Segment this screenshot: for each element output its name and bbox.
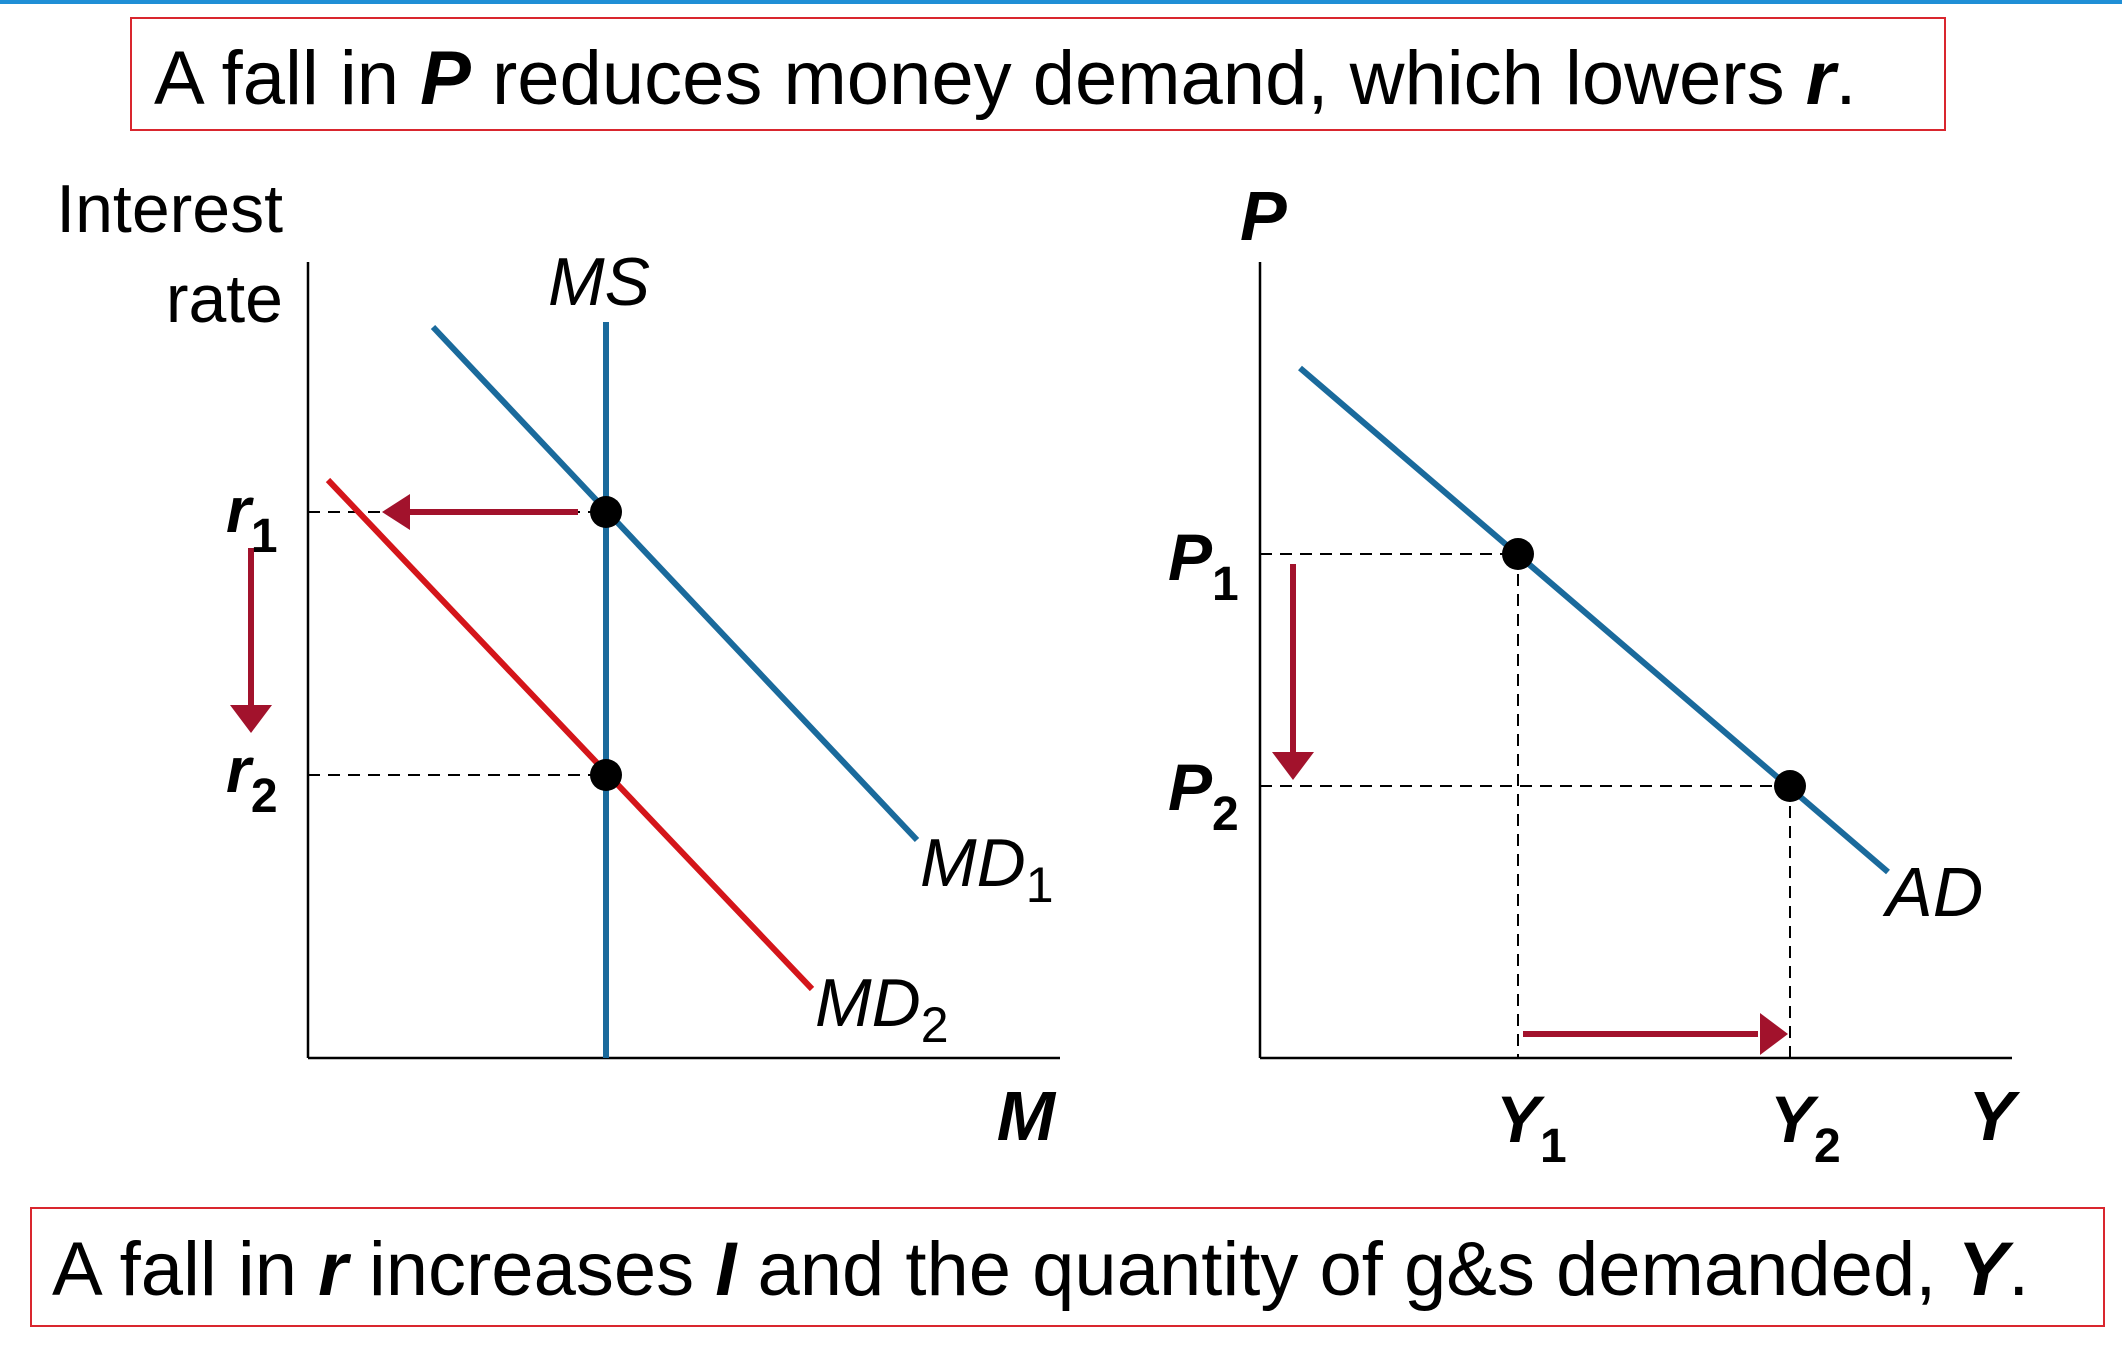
ms-label: MS — [548, 244, 650, 320]
caption-text: increases — [347, 1227, 716, 1312]
caption-text: reduces money demand, which lowers — [470, 36, 1806, 121]
equilibrium-point-1 — [590, 496, 622, 528]
caption-var-i: I — [715, 1227, 737, 1312]
ad-point-2 — [1774, 770, 1806, 802]
left-y-axis-label-line1: Interest — [56, 171, 283, 247]
p1-label: P1 — [1168, 520, 1239, 611]
caption-var-r: r — [1805, 36, 1836, 121]
equilibrium-point-2 — [590, 759, 622, 791]
ad-label: AD — [1882, 853, 1983, 931]
md1-curve — [430, 324, 920, 843]
caption-text: A fall in — [154, 36, 421, 121]
right-x-axis-label: Y — [1968, 1077, 2020, 1155]
price-fall-arrow — [1272, 564, 1314, 780]
caption-var-y: Y — [1957, 1227, 2009, 1312]
r2-label: r2 — [226, 734, 278, 823]
caption-text: . — [1835, 36, 1857, 121]
top-caption: A fall in P reduces money demand, which … — [130, 17, 1946, 131]
bottom-caption: A fall in r increases I and the quantity… — [30, 1207, 2105, 1327]
y2-label: Y2 — [1770, 1082, 1841, 1173]
left-x-axis-label: M — [997, 1077, 1057, 1155]
caption-text: and the quantity of g&s demanded, — [736, 1227, 1958, 1312]
output-increase-arrow — [1523, 1013, 1788, 1055]
y1-label: Y1 — [1496, 1082, 1567, 1173]
md2-label: MD2 — [815, 965, 949, 1053]
md1-label: MD1 — [920, 825, 1054, 913]
caption-var-p: P — [420, 36, 471, 121]
left-y-axis-label-line2: rate — [166, 261, 283, 337]
top-accent-line — [0, 0, 2122, 4]
ad-point-1 — [1502, 538, 1534, 570]
caption-var-r: r — [318, 1227, 348, 1312]
p2-label: P2 — [1168, 750, 1239, 841]
r1-label: r1 — [226, 474, 278, 563]
money-demand-shift-arrow — [382, 494, 578, 530]
caption-text: . — [2008, 1227, 2030, 1312]
interest-rate-fall-arrow — [230, 548, 272, 733]
md2-curve — [325, 477, 815, 992]
caption-text: A fall in — [52, 1227, 319, 1312]
money-market-graph: Interest rate M MS MD1 MD2 r1 r2 — [56, 171, 1060, 1155]
right-y-axis-label: P — [1240, 177, 1287, 255]
aggregate-demand-graph: P Y AD P1 P2 Y1 Y2 — [1168, 177, 2020, 1173]
